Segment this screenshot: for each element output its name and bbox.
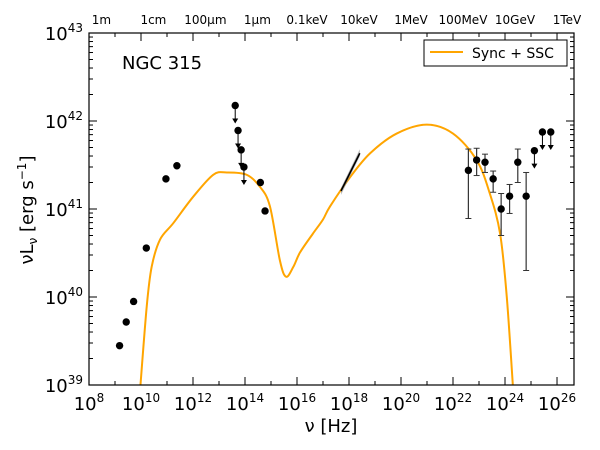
data-point xyxy=(464,166,473,175)
x-tick-label: 1026 xyxy=(538,391,576,415)
data-point xyxy=(173,162,181,170)
top-axis-label: 1m xyxy=(92,13,111,27)
top-axis-label: 1MeV xyxy=(394,13,428,27)
legend-label: Sync + SSC xyxy=(472,46,554,62)
data-point xyxy=(481,158,489,166)
data-point xyxy=(514,158,522,166)
data-point xyxy=(472,156,481,164)
upper-limit-arrowhead xyxy=(232,118,239,124)
x-tick-label: 1010 xyxy=(122,391,160,415)
top-axis-label: 1TeV xyxy=(553,13,582,27)
data-point xyxy=(522,192,530,200)
top-axis-label: 1cm xyxy=(140,13,166,27)
top-axis-labels: 1m 1cm 100μm 1μm 0.1keV 10keV 1MeV 100MeV 10GeV 1… xyxy=(92,13,582,27)
data-point xyxy=(505,192,514,200)
x-tick-label: 1016 xyxy=(278,391,316,415)
top-axis-label: 100MeV xyxy=(439,13,489,27)
top-axis-label: 100μm xyxy=(184,13,226,27)
data-point xyxy=(162,175,170,183)
upper-limit-arrowhead xyxy=(235,143,242,149)
y-axis-label: νLν [erg s−1] xyxy=(15,156,40,265)
top-axis-label: 0.1keV xyxy=(286,13,328,27)
model-curve-sync-ssc xyxy=(139,123,514,385)
upper-limit-point xyxy=(237,146,245,154)
data-point xyxy=(261,207,269,215)
data-point xyxy=(256,178,265,187)
x-tick-label: 1018 xyxy=(330,391,368,415)
data-points xyxy=(115,101,555,350)
upper-limit-arrowhead xyxy=(240,180,247,186)
x-axis-label: ν [Hz] xyxy=(305,416,358,437)
data-point xyxy=(142,244,151,252)
x-tick-label: 1014 xyxy=(226,391,264,415)
data-point xyxy=(497,205,505,213)
data-point xyxy=(122,318,130,326)
data-point xyxy=(489,175,497,183)
y-tick-label: 1042 xyxy=(45,109,83,133)
data-point xyxy=(129,297,138,306)
upper-limit-point xyxy=(240,163,248,171)
upper-limit-point xyxy=(538,128,547,136)
top-axis-label: 10keV xyxy=(340,13,378,27)
upper-limit-arrowhead xyxy=(547,144,554,150)
source-annotation: NGC 315 xyxy=(122,53,202,74)
xray-spectrum xyxy=(340,152,361,192)
y-tick-label: 1041 xyxy=(45,197,83,221)
top-axis-label: 10GeV xyxy=(495,13,536,27)
y-tick-label: 1040 xyxy=(45,285,83,309)
y-tick-label: 1043 xyxy=(45,21,83,45)
upper-limit-arrowhead xyxy=(539,144,546,150)
upper-limit-point xyxy=(231,101,239,110)
x-tick-label: 1012 xyxy=(174,391,212,415)
upper-limit-point xyxy=(547,128,555,136)
y-tick-labels: 1039 1040 1041 1042 1043 xyxy=(45,21,83,397)
x-tick-label: 1022 xyxy=(434,391,472,415)
y-tick-label: 1039 xyxy=(45,373,83,397)
upper-limit-point xyxy=(530,146,539,155)
x-tick-label: 108 xyxy=(74,391,105,415)
top-axis-label: 1μm xyxy=(244,13,271,27)
data-point xyxy=(115,341,124,350)
x-tick-labels: 108 1010 1012 1014 1016 1018 1020 1022 1024 1026 xyxy=(74,391,576,415)
upper-limit-arrowhead xyxy=(531,163,538,169)
x-tick-label: 1024 xyxy=(486,391,524,415)
x-tick-label: 1020 xyxy=(382,391,420,415)
legend: Sync + SSC xyxy=(423,39,568,67)
plot-frame xyxy=(88,32,575,386)
upper-limit-point xyxy=(234,126,242,135)
